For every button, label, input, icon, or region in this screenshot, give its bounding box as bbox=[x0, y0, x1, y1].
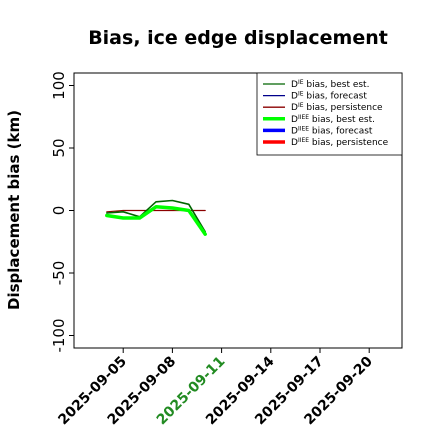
y-tick-label: 50 bbox=[50, 138, 68, 157]
legend-entry: DIE bias, forecast bbox=[291, 91, 367, 102]
legend-entry: DIIEE bias, forecast bbox=[291, 125, 373, 136]
legend-entry: DIIEE bias, persistence bbox=[291, 137, 389, 148]
y-tick-label: -50 bbox=[50, 261, 68, 286]
y-tick-label: -100 bbox=[50, 318, 68, 352]
series-line-ie_best_est bbox=[106, 199, 206, 233]
y-tick-label: 100 bbox=[50, 71, 68, 100]
series-layer bbox=[105, 199, 207, 236]
legend-entry: DIE bias, persistence bbox=[291, 102, 383, 113]
x-axis: 2025-09-052025-09-082025-09-112025-09-14… bbox=[55, 348, 376, 428]
legend: DIE bias, best est.DIE bias, forecastDIE… bbox=[256, 72, 403, 156]
legend-entry: DIIEE bias, best est. bbox=[291, 114, 375, 125]
series-line-iiee_best_est bbox=[105, 205, 207, 236]
chart-title: Bias, ice edge displacement bbox=[88, 27, 388, 49]
y-tick-label: 0 bbox=[50, 206, 68, 216]
y-axis-label: Displacement bias (km) bbox=[5, 110, 23, 310]
y-axis: 100 50 0 -50 -100 bbox=[50, 71, 74, 353]
legend-entry: DIE bias, best est. bbox=[291, 79, 369, 90]
